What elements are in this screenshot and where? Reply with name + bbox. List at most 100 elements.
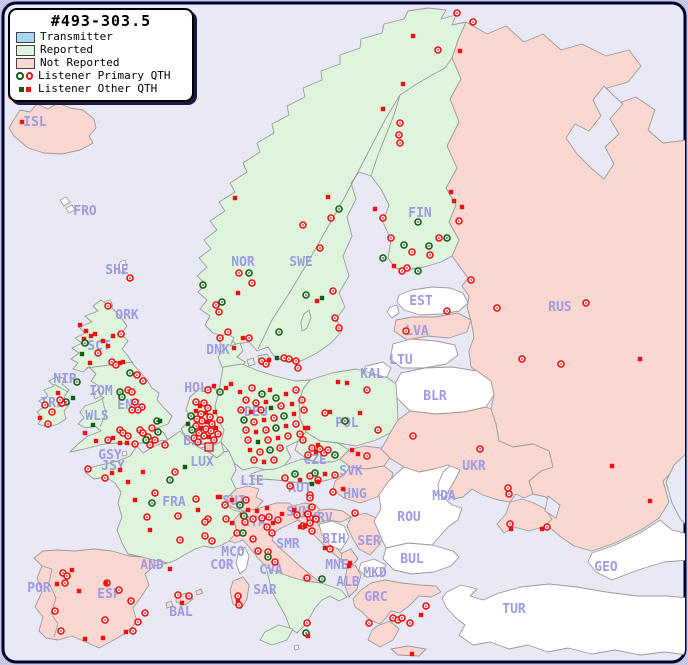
listener-primary-qth-red-marker: [161, 441, 169, 449]
listener-other-qth-red-marker: [195, 507, 201, 513]
listener-primary-qth-red-marker: [293, 511, 301, 519]
listener-other-qth-red-marker: [197, 403, 203, 409]
island-cor: [235, 546, 250, 575]
listener-primary-qth-green-marker: [311, 469, 319, 477]
listener-other-qth-green-marker: [319, 295, 325, 301]
listener-primary-qth-red-marker: [234, 592, 242, 600]
listener-other-qth-green-marker: [255, 439, 261, 445]
listener-primary-qth-red-marker: [252, 399, 260, 407]
listener-primary-qth-red-marker: [402, 327, 410, 335]
listener-other-qth-red-marker: [315, 442, 321, 448]
listener-other-qth-red-marker: [92, 331, 98, 337]
listener-primary-qth-red-marker: [335, 324, 343, 332]
listener-primary-qth-red-marker: [210, 436, 218, 444]
country-label-iom: IOM: [89, 384, 113, 399]
listener-primary-qth-red-marker: [185, 592, 193, 600]
listener-primary-qth-red-marker: [128, 406, 136, 414]
listener-other-qth-red-marker: [55, 390, 61, 396]
country-irl: [36, 376, 71, 428]
listener-primary-qth-red-marker: [171, 468, 179, 476]
other-qth-red-icon: [25, 86, 31, 92]
country-label-ltu: LTU: [389, 353, 413, 368]
country-label-aut: AUT: [288, 481, 312, 496]
listener-other-qth-red-marker: [206, 434, 212, 440]
listener-other-qth-red-marker: [82, 636, 88, 642]
listener-primary-qth-red-marker: [215, 308, 223, 316]
listener-primary-qth-red-marker: [396, 139, 404, 147]
listener-other-qth-red-marker: [410, 33, 416, 39]
listener-primary-qth-red-marker: [406, 619, 414, 627]
country-label-bul: BUL: [400, 552, 424, 567]
listener-other-qth-red-marker: [254, 508, 260, 514]
listener-other-qth-red-marker: [261, 417, 267, 423]
country-label-nor: NOR: [231, 255, 255, 270]
border-swe-fin: [370, 94, 401, 177]
reported-swatch-icon: [16, 44, 35, 56]
listener-primary-qth-red-marker: [306, 519, 314, 527]
listener-primary-qth-red-marker: [141, 609, 149, 617]
listener-primary-qth-green-marker: [240, 512, 248, 520]
country-label-sar: SAR: [253, 583, 277, 598]
country-alb: [343, 564, 362, 598]
country-label-bih: BIH: [322, 532, 345, 547]
listener-primary-qth-red-marker: [557, 360, 565, 368]
legend-item-label: Listener Primary QTH: [38, 69, 171, 82]
listener-other-qth-red-marker: [19, 119, 25, 125]
country-label-por: POR: [27, 581, 51, 596]
listener-other-qth-red-marker: [88, 333, 94, 339]
listener-primary-qth-red-marker: [201, 518, 209, 526]
listener-other-qth-red-marker: [123, 629, 129, 635]
listener-other-qth-red-marker: [279, 511, 285, 517]
listener-primary-qth-red-marker: [285, 355, 293, 363]
listener-primary-qth-red-marker: [117, 330, 125, 338]
listener-primary-qth-red-marker: [396, 119, 404, 127]
listener-primary-qth-red-marker: [422, 602, 430, 610]
listener-primary-qth-red-marker: [139, 429, 147, 437]
listener-other-qth-red-marker: [322, 545, 328, 551]
country-she: [118, 259, 128, 275]
listener-primary-qth-red-marker: [398, 614, 406, 622]
listener-primary-qth-red-marker: [192, 398, 200, 406]
listener-other-qth-red-marker: [193, 408, 199, 414]
legend-item-primary-qth: Listener Primary QTH: [16, 70, 186, 82]
listener-other-qth-red-marker: [400, 81, 406, 87]
listener-primary-qth-green-marker: [302, 291, 310, 299]
country-label-rus: RUS: [548, 300, 572, 315]
listener-other-qth-green-marker: [90, 422, 96, 428]
listener-other-qth-red-marker: [109, 470, 115, 476]
listener-primary-qth-red-marker: [270, 414, 278, 422]
listener-primary-qth-green-marker: [266, 446, 274, 454]
listener-other-qth-red-marker: [76, 588, 82, 594]
listener-primary-qth-red-marker: [408, 248, 416, 256]
listener-primary-qth-red-marker: [245, 334, 253, 342]
country-label-nir: NIR: [53, 372, 77, 387]
listener-other-qth-red-marker: [322, 471, 328, 477]
listener-primary-qth-red-marker: [292, 420, 300, 428]
listener-primary-qth-red-marker: [128, 388, 136, 396]
listener-primary-qth-red-marker: [221, 501, 229, 509]
border-por-esp: [41, 565, 59, 638]
listener-primary-qth-red-marker: [101, 616, 109, 624]
sea-of-azov: [544, 495, 561, 519]
listener-primary-qth-red-marker: [208, 420, 216, 428]
listener-other-qth-red-marker: [283, 391, 289, 397]
listener-primary-qth-red-marker: [329, 287, 337, 295]
country-label-ser: SER: [357, 534, 381, 549]
listener-primary-qth-red-marker: [104, 302, 112, 310]
listener-primary-qth-red-marker: [124, 432, 132, 440]
listener-primary-qth-red-marker: [233, 529, 241, 537]
listener-primary-qth-red-marker: [327, 214, 335, 222]
legend-item-reported: Reported: [16, 44, 186, 56]
listener-other-qth-red-marker: [355, 451, 361, 457]
listener-primary-qth-red-marker: [321, 409, 329, 417]
listener-primary-qth-red-marker: [506, 520, 514, 528]
listener-primary-qth-green-marker: [216, 388, 224, 396]
listener-primary-qth-red-marker: [235, 601, 243, 609]
listener-primary-qth-green-marker: [118, 393, 126, 401]
listener-primary-qth-red-marker: [262, 360, 270, 368]
listener-other-qth-red-marker: [508, 526, 514, 532]
listener-other-qth-red-marker: [264, 505, 270, 511]
listener-other-qth-red-marker: [261, 459, 267, 465]
listener-other-qth-red-marker: [232, 195, 238, 201]
country-label-tur: TUR: [502, 602, 526, 617]
